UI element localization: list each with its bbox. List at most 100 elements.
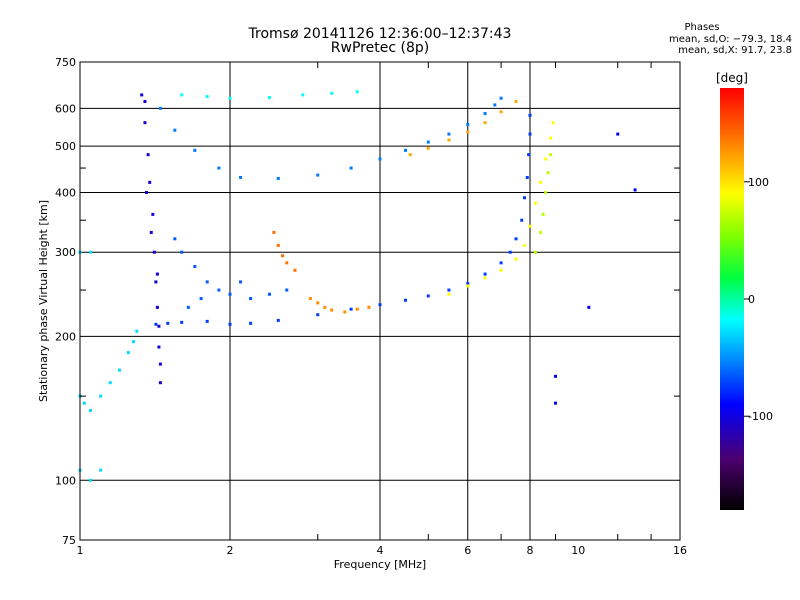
data-point — [403, 298, 407, 302]
data-point — [528, 113, 532, 117]
x-tick-label: 4 — [377, 544, 384, 557]
x-tick-label: 6 — [464, 544, 471, 557]
data-point — [508, 250, 512, 254]
data-point — [205, 319, 209, 323]
data-point — [541, 212, 545, 216]
data-point — [426, 146, 430, 150]
data-point — [173, 128, 177, 132]
data-point — [523, 196, 527, 200]
data-point — [152, 250, 156, 254]
data-point — [523, 243, 527, 247]
data-point — [528, 132, 532, 136]
data-point — [135, 329, 139, 333]
data-point — [108, 381, 112, 385]
data-point — [330, 308, 334, 312]
data-point — [276, 176, 280, 180]
data-point — [447, 292, 451, 296]
data-point — [285, 261, 289, 265]
colorbar-tick-label: 100 — [748, 176, 769, 189]
data-point — [143, 100, 147, 104]
data-point — [525, 175, 529, 179]
data-point — [316, 173, 320, 177]
data-point — [549, 136, 553, 140]
colorbar-tick-label: -100 — [748, 410, 773, 423]
x-tick-label: 8 — [527, 544, 534, 557]
data-point — [539, 180, 543, 184]
data-point — [447, 288, 451, 292]
data-point — [293, 268, 297, 272]
data-point — [447, 132, 451, 136]
data-point — [378, 157, 382, 161]
data-point — [349, 166, 353, 170]
data-point — [483, 272, 487, 276]
data-point — [316, 301, 320, 305]
data-point — [544, 157, 548, 161]
data-point — [466, 123, 470, 127]
data-point — [408, 153, 412, 157]
data-point — [520, 218, 524, 222]
data-point — [403, 148, 407, 152]
data-point — [117, 368, 121, 372]
colorbar-tick-label: 0 — [748, 293, 755, 306]
data-point — [157, 324, 161, 328]
data-point — [285, 288, 289, 292]
data-point — [447, 138, 451, 142]
grid-lines — [80, 62, 680, 540]
data-point — [228, 96, 232, 100]
y-tick-label: 600 — [55, 102, 76, 115]
stats-title: Phases — [684, 22, 720, 33]
data-point — [180, 250, 184, 254]
data-point — [154, 280, 158, 284]
data-point — [193, 265, 197, 269]
x-tick-label: 1 — [77, 544, 84, 557]
data-point — [308, 297, 312, 301]
x-axis-label: Frequency [MHz] — [334, 558, 426, 571]
data-point — [193, 148, 197, 152]
x-tick-label: 2 — [227, 544, 234, 557]
data-points — [78, 90, 637, 482]
y-tick-label: 300 — [55, 246, 76, 259]
data-point — [228, 292, 232, 296]
data-point — [483, 276, 487, 280]
data-point — [228, 322, 232, 326]
data-point — [140, 93, 144, 97]
data-point — [616, 132, 620, 136]
data-point — [180, 320, 184, 324]
data-point — [217, 166, 221, 170]
x-tick-label: 10 — [571, 544, 585, 557]
data-point — [158, 381, 162, 385]
chart-subtitle: RwPretec (8p) — [330, 40, 430, 56]
data-point — [276, 318, 280, 322]
data-point — [426, 140, 430, 144]
data-point — [633, 188, 637, 192]
data-point — [514, 100, 518, 104]
data-point — [499, 261, 503, 265]
data-point — [267, 292, 271, 296]
y-axis-label: Stationary phase Virtual Height [km] — [37, 200, 50, 402]
data-point — [493, 103, 497, 107]
data-point — [544, 190, 548, 194]
data-point — [533, 201, 537, 205]
y-axis-ticks: 75 100 200 300 400 500 600 750 — [55, 56, 680, 547]
data-point — [349, 307, 353, 311]
data-point — [499, 96, 503, 100]
data-point — [146, 153, 150, 157]
data-point — [549, 153, 553, 157]
data-point — [514, 237, 518, 241]
stats-x-line: mean, sd,X: 91.7, 23.8 — [678, 45, 792, 56]
data-point — [154, 322, 158, 326]
x-tick-label: 16 — [673, 544, 687, 557]
data-point — [301, 93, 305, 97]
data-point — [528, 224, 532, 228]
plot-frame — [79, 61, 681, 541]
data-point — [499, 110, 503, 114]
data-point — [166, 321, 170, 325]
y-tick-label: 400 — [55, 186, 76, 199]
data-point — [466, 282, 470, 286]
data-point — [499, 268, 503, 272]
data-point — [151, 212, 155, 216]
data-point — [514, 257, 518, 261]
data-point — [527, 153, 531, 157]
data-point — [426, 294, 430, 298]
y-tick-label: 500 — [55, 140, 76, 153]
